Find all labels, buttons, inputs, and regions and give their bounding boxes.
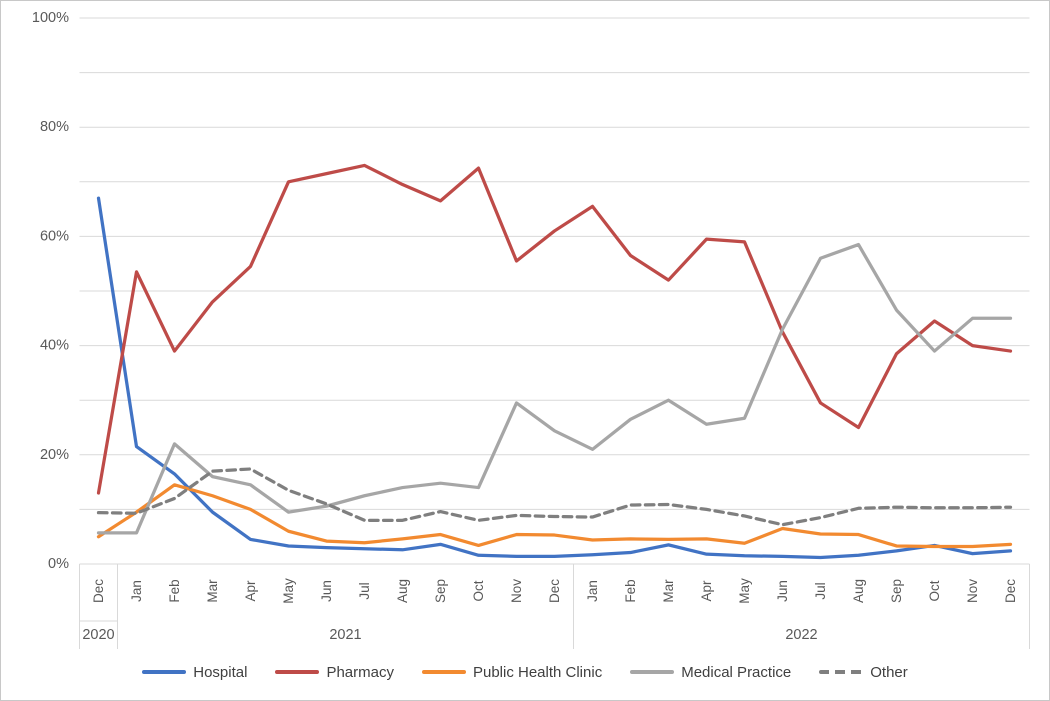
legend-swatch-icon (421, 670, 466, 674)
legend-swatch-icon (275, 670, 320, 674)
x-axis-month-label: Sep (433, 579, 448, 603)
x-axis-month-label: Nov (965, 579, 980, 603)
legend-label: Other (870, 663, 908, 681)
chart-legend: Hospital Pharmacy Public Health Clinic Medi… (1, 659, 1049, 685)
series-line-hospital (96, 196, 1013, 560)
y-axis-tick-label: 0% (48, 556, 69, 572)
x-axis-month-label: Dec (547, 579, 562, 603)
legend-item-medical-practice: Medical Practice (630, 664, 791, 681)
x-axis-month-label: Dec (1003, 579, 1018, 603)
x-axis-month-label: Feb (623, 579, 638, 602)
legend-swatch-icon (819, 670, 864, 674)
x-axis-month-label: Feb (167, 579, 182, 602)
legend-item-public-health-clinic: Public Health Clinic (421, 663, 603, 681)
legend-label: Medical Practice (681, 663, 792, 681)
series-line-medical-practice (96, 242, 1013, 535)
x-axis-month-label: Jan (585, 580, 600, 602)
y-axis-tick-label: 20% (40, 447, 69, 463)
x-axis-month-label: Jul (357, 582, 372, 599)
x-axis-month-label: Oct (471, 580, 486, 601)
y-axis-tick-label: 60% (40, 228, 69, 244)
x-axis-month-label: Sep (889, 579, 904, 603)
x-axis-year-label: 2020 (82, 627, 114, 643)
x-axis-month-label: Apr (243, 580, 258, 602)
series-line-pharmacy (96, 163, 1013, 495)
x-axis-month-label: Mar (205, 579, 220, 603)
y-axis-tick-label: 80% (40, 119, 69, 135)
x-axis-month-label: Jun (319, 580, 334, 602)
series-line-public-health-clinic (96, 483, 1013, 549)
x-axis-month-label: Jul (813, 582, 828, 599)
x-axis-month-label: Aug (395, 579, 410, 603)
x-axis-month-label: Jun (775, 580, 790, 602)
x-axis-year-label: 2022 (785, 627, 817, 643)
series-line-other (96, 467, 1013, 527)
legend-item-pharmacy: Pharmacy (275, 664, 394, 681)
legend-swatch-icon (142, 670, 187, 674)
x-axis-month-label: Jan (129, 580, 144, 602)
x-axis-month-label: Oct (927, 580, 942, 601)
legend-swatch-icon (630, 670, 675, 674)
y-axis-tick-label: 40% (40, 338, 69, 354)
x-axis-month-label: May (737, 578, 752, 604)
legend-label: Public Health Clinic (472, 663, 603, 681)
x-axis-month-label: Apr (699, 580, 714, 602)
legend-label: Hospital (193, 663, 248, 681)
legend-item-other: Other (819, 664, 908, 681)
x-axis-month-label: Nov (509, 579, 524, 603)
x-axis-month-label: May (281, 578, 296, 604)
x-axis-month-label: Aug (851, 579, 866, 603)
legend-label: Pharmacy (326, 663, 394, 681)
legend-item-hospital: Hospital (142, 664, 247, 681)
x-axis-year-label: 2021 (329, 627, 361, 643)
x-axis-month-label: Dec (91, 579, 106, 603)
x-axis-month-label: Mar (661, 579, 676, 603)
y-axis-tick-label: 100% (32, 10, 69, 26)
